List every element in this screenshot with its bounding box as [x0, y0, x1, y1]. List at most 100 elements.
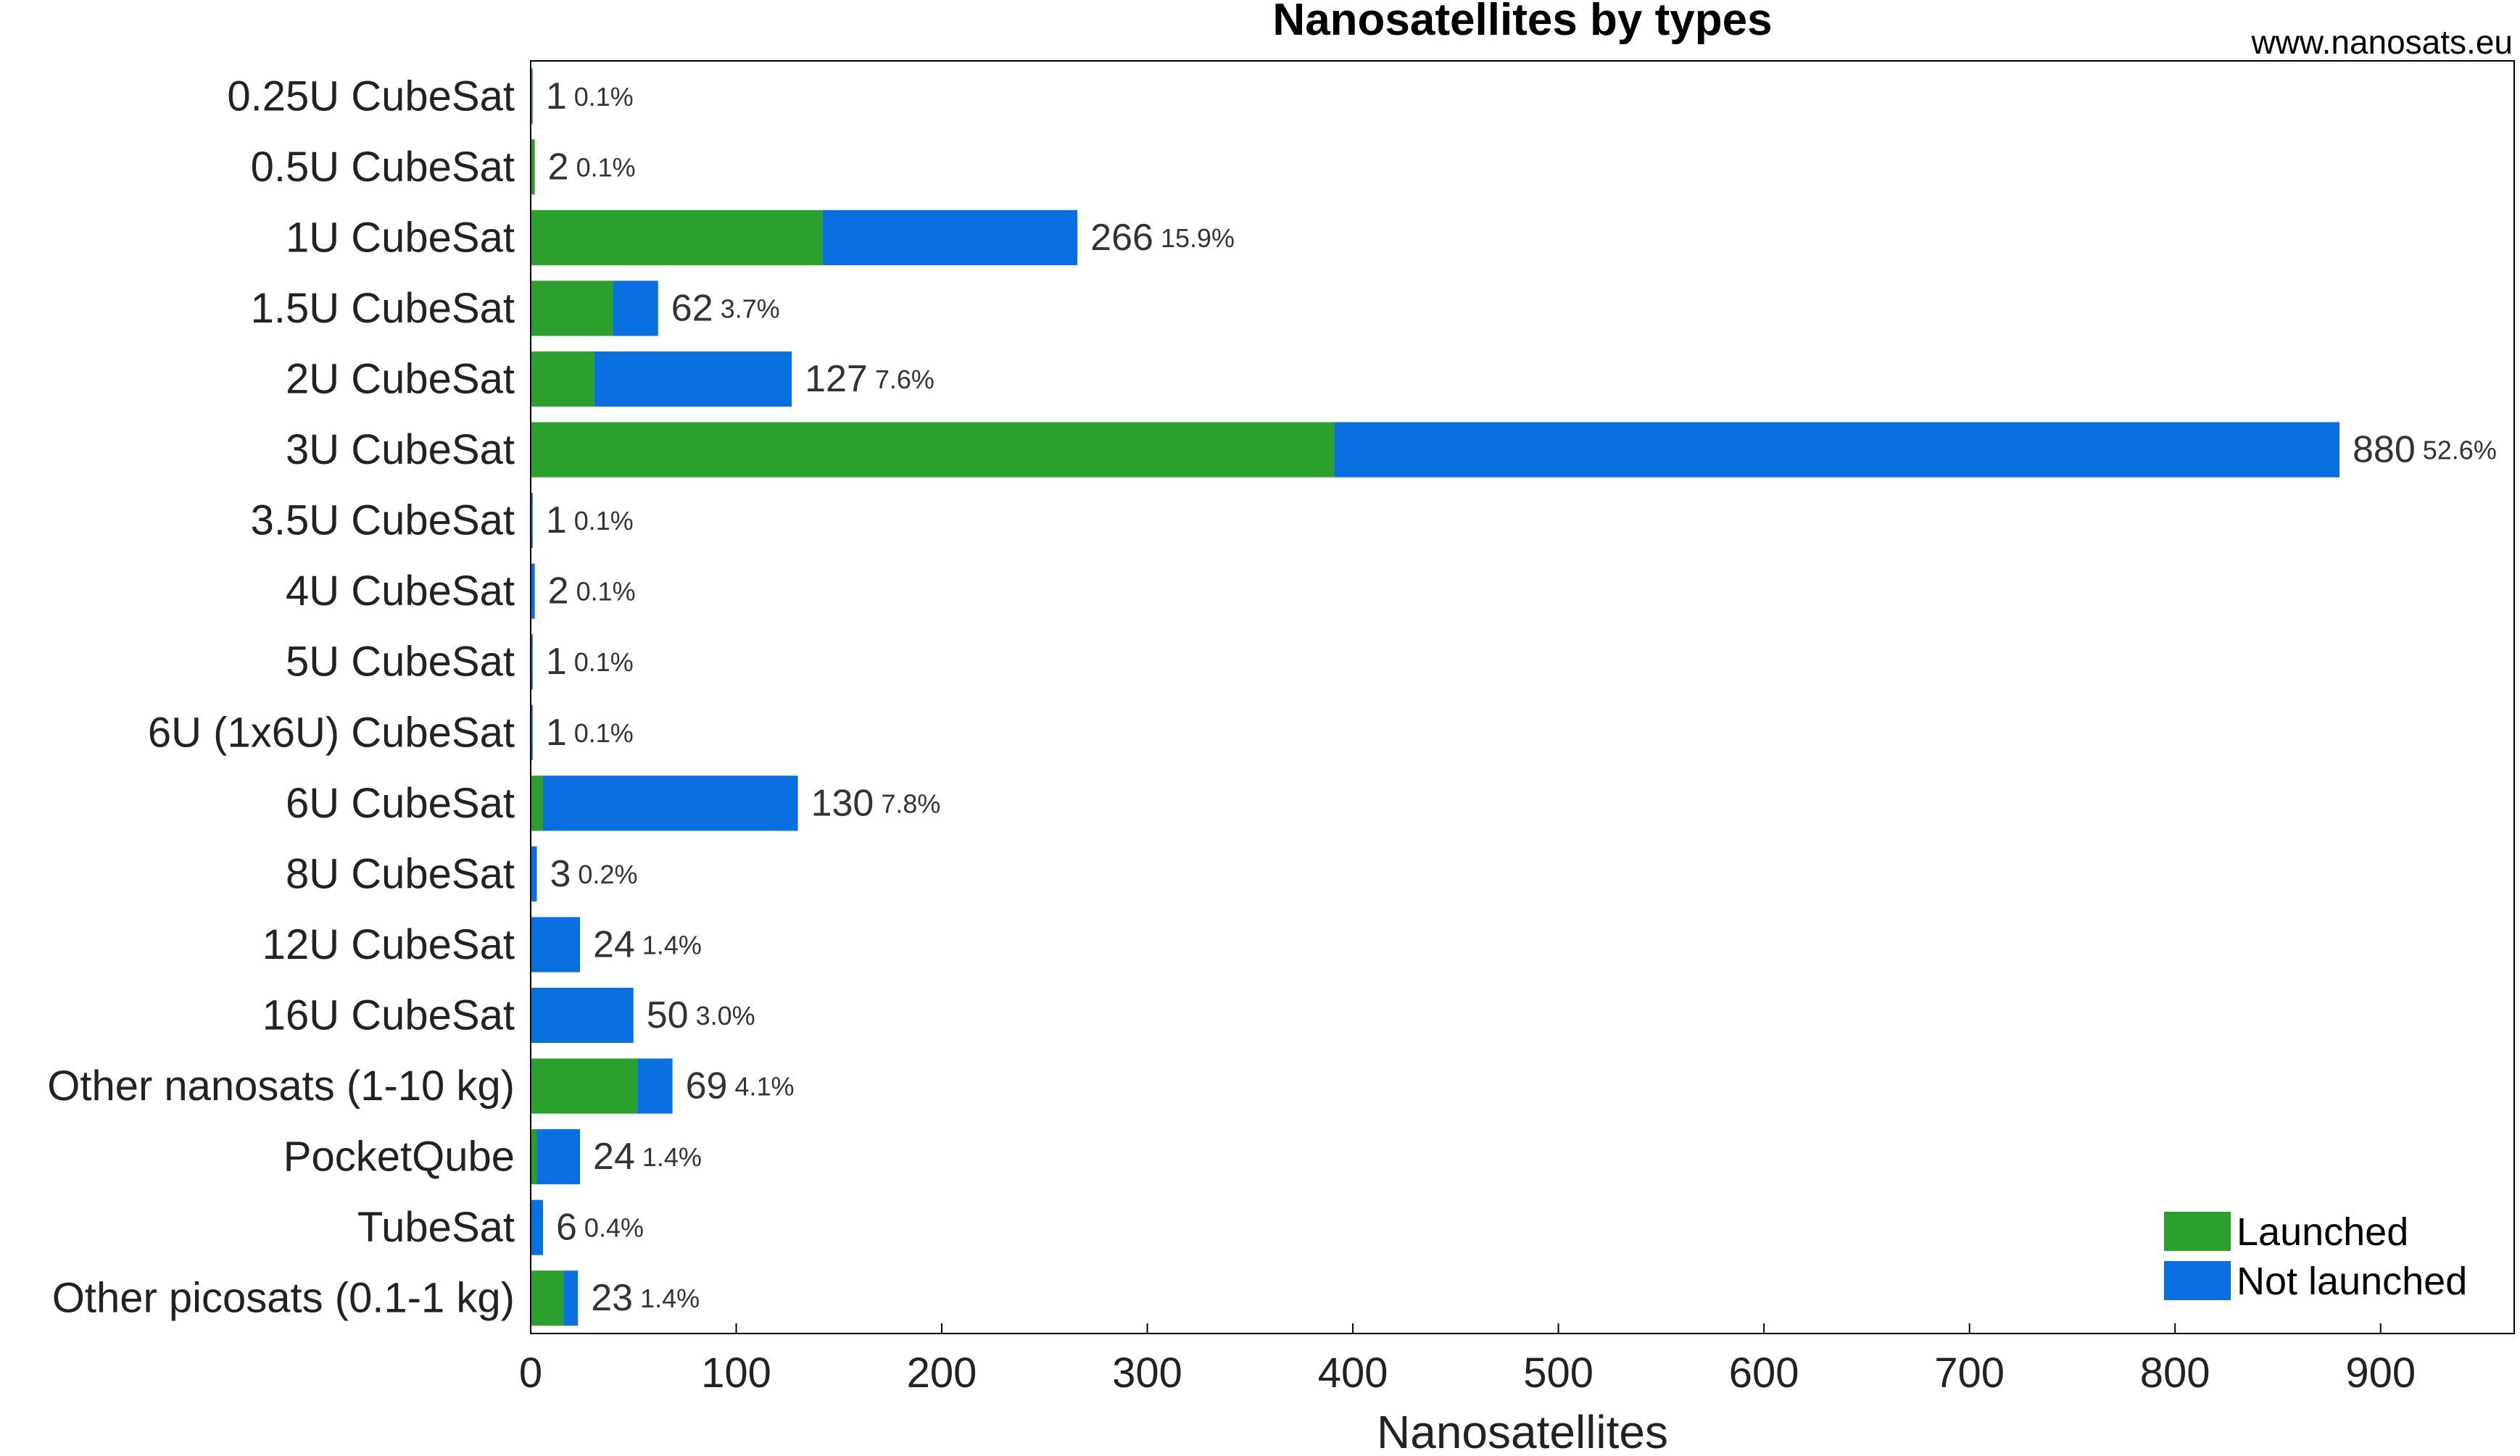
- category-label-5u-cubesat: 5U CubeSat: [286, 638, 515, 686]
- legend-swatch-launched: [2164, 1212, 2231, 1251]
- category-label-6u-cubesat: 6U CubeSat: [286, 780, 515, 827]
- bar-not-launched-other-nanosats-1-10-kg: [637, 1058, 673, 1114]
- bar-not-launched-other-picosats-0-1-1-kg: [563, 1270, 579, 1326]
- value-percent: 0.2%: [578, 859, 637, 889]
- bar-launched-0-25u-cubesat: [531, 68, 533, 124]
- x-tick-label: 800: [2140, 1349, 2210, 1397]
- value-total: 1: [546, 712, 567, 754]
- category-label-12u-cubesat: 12U CubeSat: [262, 921, 515, 968]
- bar-not-launched-6u-1x6u-cubesat: [531, 704, 533, 760]
- value-percent: 0.1%: [576, 152, 636, 182]
- value-percent: 15.9%: [1161, 222, 1235, 252]
- category-label-3-5u-cubesat: 3.5U CubeSat: [251, 497, 515, 544]
- value-label-tubesat: 6 0.4%: [556, 1207, 644, 1249]
- value-total: 880: [2353, 429, 2416, 471]
- category-label-other-nanosats-1-10-kg: Other nanosats (1-10 kg): [47, 1062, 515, 1110]
- bar-not-launched-8u-cubesat: [531, 846, 537, 902]
- value-percent: 0.1%: [574, 81, 634, 111]
- x-tick-label: 300: [1112, 1349, 1182, 1397]
- bar-not-launched-pocketqube: [536, 1129, 581, 1185]
- value-percent: 52.6%: [2423, 435, 2497, 465]
- x-tick-label: 600: [1729, 1349, 1799, 1397]
- value-label-other-picosats-0-1-1-kg: 23 1.4%: [591, 1277, 700, 1319]
- value-label-3-5u-cubesat: 1 0.1%: [546, 499, 634, 541]
- value-percent: 7.8%: [881, 789, 940, 818]
- category-label-6u-1x6u-cubesat: 6U (1x6U) CubeSat: [148, 709, 515, 756]
- bar-not-launched-12u-cubesat: [531, 917, 581, 973]
- value-total: 2: [548, 146, 569, 188]
- category-label-0-5u-cubesat: 0.5U CubeSat: [251, 143, 515, 191]
- bar-not-launched-1-5u-cubesat: [613, 280, 658, 336]
- value-total: 6: [556, 1207, 577, 1249]
- labels-layer: 0.25U CubeSat 1 0.1%0.5U CubeSat 2 0.1%1U Cu…: [47, 72, 2497, 1321]
- x-tick-label: 900: [2345, 1349, 2416, 1397]
- chart-title: Nanosatellites by types: [1272, 0, 1772, 45]
- bar-launched-other-nanosats-1-10-kg: [531, 1058, 638, 1114]
- value-label-6u-1x6u-cubesat: 1 0.1%: [546, 712, 634, 754]
- legend-label-not-launched: Not launched: [2237, 1260, 2467, 1303]
- category-label-8u-cubesat: 8U CubeSat: [286, 850, 515, 897]
- category-label-2u-cubesat: 2U CubeSat: [286, 356, 515, 403]
- x-tick-label: 400: [1318, 1349, 1388, 1397]
- value-percent: 3.0%: [696, 1001, 755, 1031]
- category-label-4u-cubesat: 4U CubeSat: [286, 567, 515, 615]
- value-percent: 7.6%: [875, 365, 934, 394]
- value-label-0-25u-cubesat: 1 0.1%: [546, 75, 634, 117]
- category-label-1u-cubesat: 1U CubeSat: [286, 214, 515, 261]
- bar-launched-1u-cubesat: [531, 209, 823, 265]
- x-tick-label: 700: [1934, 1349, 2005, 1397]
- category-label-tubesat: TubeSat: [357, 1204, 515, 1251]
- category-label-pocketqube: PocketQube: [283, 1133, 515, 1181]
- bar-launched-0-5u-cubesat: [531, 139, 535, 195]
- bar-not-launched-tubesat: [531, 1199, 544, 1255]
- x-tick-label: 500: [1523, 1349, 1593, 1397]
- value-total: 3: [550, 853, 571, 895]
- x-axis-title: Nanosatellites: [1377, 1406, 1668, 1456]
- x-tick-label: 200: [907, 1349, 977, 1397]
- plot-frame: [530, 60, 2515, 1334]
- value-total: 24: [593, 1136, 635, 1178]
- value-label-2u-cubesat: 127 7.6%: [805, 358, 934, 400]
- value-total: 50: [647, 994, 689, 1036]
- value-label-1-5u-cubesat: 62 3.7%: [671, 287, 780, 329]
- value-percent: 4.1%: [734, 1071, 794, 1101]
- bars-layer: [531, 68, 2340, 1326]
- bar-launched-3u-cubesat: [531, 422, 1335, 478]
- bar-not-launched-5u-cubesat: [531, 634, 533, 690]
- bar-not-launched-2u-cubesat: [594, 351, 792, 407]
- value-total: 2: [548, 570, 569, 612]
- bar-not-launched-1u-cubesat: [822, 209, 1078, 265]
- value-total: 1: [546, 641, 567, 683]
- value-label-pocketqube: 24 1.4%: [593, 1136, 702, 1178]
- value-total: 24: [593, 923, 635, 965]
- bar-launched-2u-cubesat: [531, 351, 594, 407]
- value-label-16u-cubesat: 50 3.0%: [647, 994, 755, 1036]
- value-percent: 0.1%: [574, 506, 634, 536]
- value-label-4u-cubesat: 2 0.1%: [548, 570, 636, 612]
- value-total: 130: [811, 782, 874, 824]
- legend-swatch-not-launched: [2164, 1261, 2231, 1300]
- bar-launched-pocketqube: [531, 1129, 537, 1185]
- value-total: 1: [546, 75, 567, 117]
- value-label-other-nanosats-1-10-kg: 69 4.1%: [686, 1065, 795, 1107]
- bar-not-launched-3-5u-cubesat: [531, 493, 533, 549]
- value-percent: 3.7%: [721, 294, 780, 323]
- x-axis-ticks: 0 100 200 300 400 500 600 700 800 900: [519, 1323, 2416, 1397]
- category-label-0-25u-cubesat: 0.25U CubeSat: [227, 72, 515, 120]
- value-label-1u-cubesat: 266 15.9%: [1090, 217, 1235, 259]
- bar-not-launched-3u-cubesat: [1334, 422, 2340, 478]
- category-label-other-picosats-0-1-1-kg: Other picosats (0.1-1 kg): [52, 1275, 515, 1322]
- category-label-3u-cubesat: 3U CubeSat: [286, 426, 515, 473]
- value-total: 23: [591, 1277, 633, 1319]
- value-label-6u-cubesat: 130 7.8%: [811, 782, 941, 824]
- x-tick-label: 100: [701, 1349, 771, 1397]
- legend: Launched Not launched: [2164, 1210, 2467, 1303]
- value-total: 1: [546, 499, 567, 541]
- value-total: 266: [1090, 217, 1153, 259]
- value-total: 69: [686, 1065, 728, 1107]
- category-label-16u-cubesat: 16U CubeSat: [262, 992, 515, 1039]
- bar-not-launched-4u-cubesat: [531, 563, 535, 619]
- value-percent: 0.4%: [584, 1212, 644, 1242]
